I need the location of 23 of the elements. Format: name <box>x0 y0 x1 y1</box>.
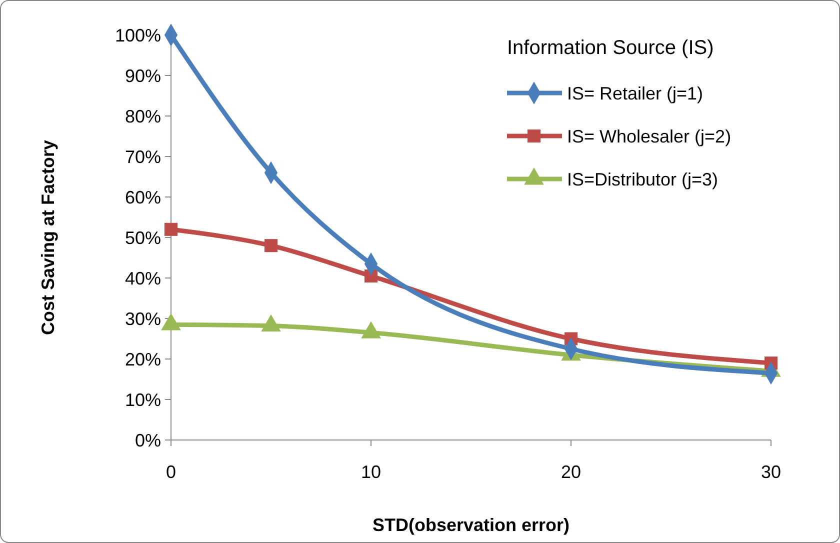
y-tick-label: 100% <box>114 25 161 46</box>
point <box>164 222 178 236</box>
x-tick-label: 10 <box>360 462 382 482</box>
y-axis-title: Cost Saving at Factory <box>38 140 58 336</box>
y-tick-label: 90% <box>124 66 161 86</box>
x-tick-label: 30 <box>760 462 782 482</box>
y-tick-label: 10% <box>124 390 161 410</box>
y-tick-label: 20% <box>124 349 161 370</box>
x-tick-label: 20 <box>560 462 582 482</box>
point <box>264 239 278 252</box>
legend-label: IS=Distributor (j=3) <box>567 169 718 190</box>
y-tick-label: 70% <box>124 146 161 167</box>
y-tick-label: 80% <box>124 106 161 126</box>
y-tick-label: 40% <box>124 268 161 288</box>
y-tick-label: 60% <box>124 187 161 208</box>
legend-label: IS= Retailer (j=1) <box>567 83 704 104</box>
x-tick-label: 0 <box>166 462 176 482</box>
y-tick-label: 30% <box>124 308 161 329</box>
y-tick-label: 0% <box>134 430 161 450</box>
legend-title: Information Source (IS) <box>507 37 714 59</box>
y-tick-label: 50% <box>124 228 161 248</box>
legend-label: IS= Wholesaler (j=2) <box>567 126 732 146</box>
x-axis-title: STD(observation error) <box>372 515 570 535</box>
